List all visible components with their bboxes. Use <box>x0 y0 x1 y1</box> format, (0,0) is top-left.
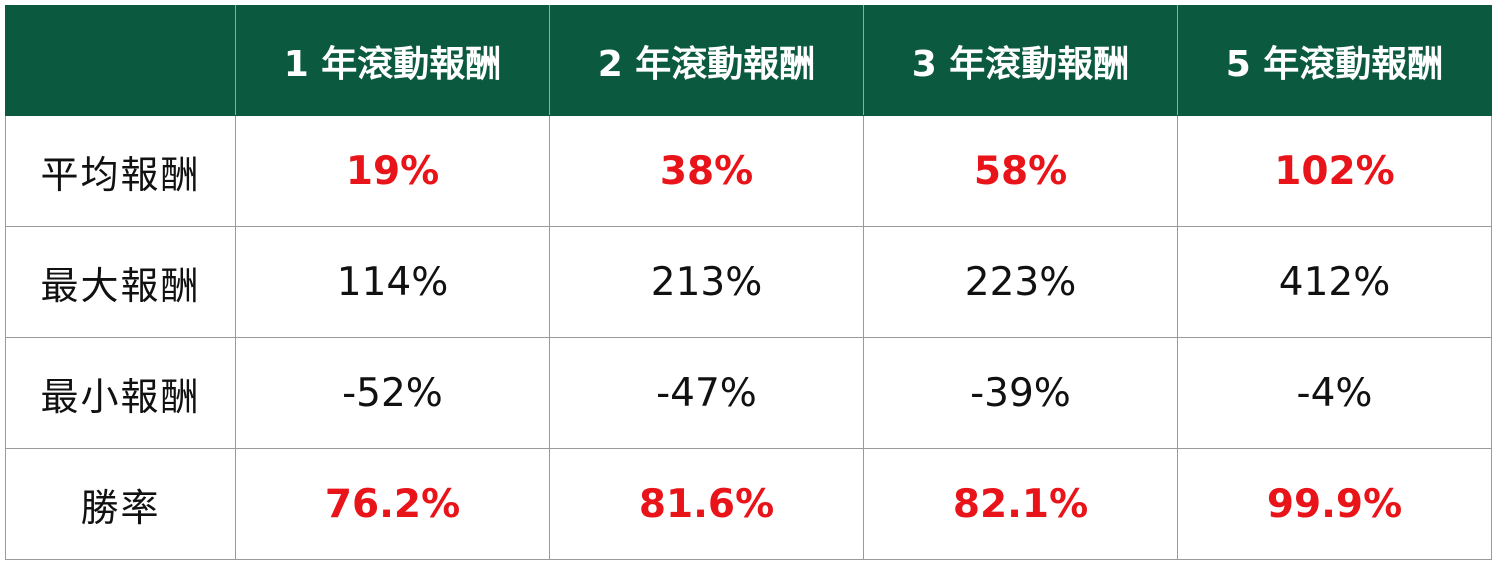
table-cell: -52% <box>235 337 550 449</box>
header-1y-rolling-return: 1 年滾動報酬 <box>235 5 550 116</box>
table-cell: 81.6% <box>549 448 864 560</box>
table-cell: 213% <box>549 226 864 338</box>
table-cell: 223% <box>863 226 1178 338</box>
table-cell: 114% <box>235 226 550 338</box>
row-label: 最大報酬 <box>5 226 236 338</box>
table-row-min-return: 最小報酬 -52% -47% -39% -4% <box>5 337 1492 449</box>
table-cell: -47% <box>549 337 864 449</box>
header-3y-rolling-return: 3 年滾動報酬 <box>863 5 1178 116</box>
row-label: 平均報酬 <box>5 115 236 227</box>
table-cell: 99.9% <box>1177 448 1492 560</box>
table-cell: 76.2% <box>235 448 550 560</box>
table-cell: 19% <box>235 115 550 227</box>
table-cell: -39% <box>863 337 1178 449</box>
table-cell: 38% <box>549 115 864 227</box>
row-label: 最小報酬 <box>5 337 236 449</box>
row-label: 勝率 <box>5 448 236 560</box>
table-cell: 102% <box>1177 115 1492 227</box>
table-row-max-return: 最大報酬 114% 213% 223% 412% <box>5 226 1492 338</box>
header-5y-rolling-return: 5 年滾動報酬 <box>1177 5 1492 116</box>
table-cell: 412% <box>1177 226 1492 338</box>
rolling-returns-table: 1 年滾動報酬 2 年滾動報酬 3 年滾動報酬 5 年滾動報酬 平均報酬 19%… <box>5 5 1492 560</box>
table-cell: 58% <box>863 115 1178 227</box>
header-2y-rolling-return: 2 年滾動報酬 <box>549 5 864 116</box>
header-corner-cell <box>5 5 236 116</box>
table-row-average-return: 平均報酬 19% 38% 58% 102% <box>5 115 1492 227</box>
header-row: 1 年滾動報酬 2 年滾動報酬 3 年滾動報酬 5 年滾動報酬 <box>5 5 1492 116</box>
table-cell: 82.1% <box>863 448 1178 560</box>
table-row-win-rate: 勝率 76.2% 81.6% 82.1% 99.9% <box>5 448 1492 560</box>
table-cell: -4% <box>1177 337 1492 449</box>
